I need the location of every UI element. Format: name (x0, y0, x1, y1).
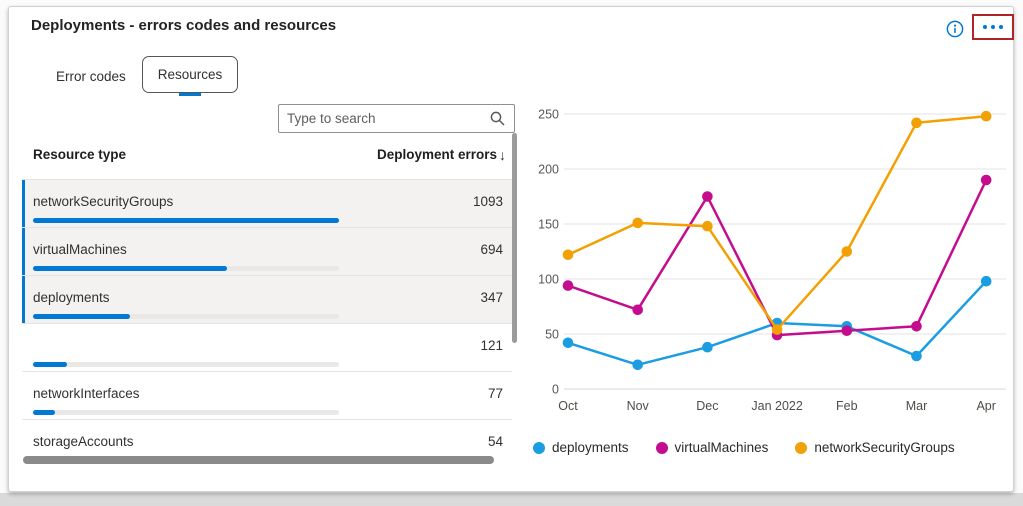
resource-value: 54 (487, 434, 503, 449)
highlight-box (972, 14, 1014, 40)
data-point-networkSecurityGroups[interactable] (980, 110, 992, 122)
table-row[interactable]: networkInterfaces 77 (22, 371, 512, 419)
data-point-networkSecurityGroups[interactable] (841, 246, 853, 257)
search-box (278, 104, 515, 133)
y-tick-label: 250 (538, 108, 559, 122)
column-resource-type[interactable]: Resource type (33, 147, 127, 162)
data-point-deployments[interactable] (911, 350, 922, 362)
data-point-virtualMachines[interactable] (980, 174, 992, 186)
tab-error-codes[interactable]: Error codes (56, 69, 126, 84)
resource-value: 694 (480, 242, 503, 257)
y-tick-label: 200 (538, 163, 559, 177)
data-point-virtualMachines[interactable] (702, 191, 713, 202)
legend-dot-icon (655, 441, 668, 454)
y-tick-label: 100 (538, 273, 559, 287)
value-bar-fill (33, 361, 67, 367)
selected-tab-indicator (179, 93, 201, 96)
legend-item-virtualMachines[interactable]: virtualMachines (655, 440, 769, 455)
resource-value: 121 (480, 338, 503, 353)
value-bar-track (33, 217, 339, 223)
x-tick-label: Dec (696, 399, 718, 413)
resource-name: networkInterfaces (33, 386, 140, 401)
data-point-networkSecurityGroups[interactable] (632, 217, 643, 229)
legend-dot-icon (533, 441, 545, 454)
search-input[interactable] (287, 111, 489, 126)
resource-name: storageAccounts (33, 434, 134, 449)
legend-item-deployments[interactable]: deployments (533, 440, 629, 455)
x-tick-label: Apr (976, 399, 995, 413)
resource-table-rows: networkSecurityGroups 1093 virtualMachines… (22, 179, 512, 467)
data-point-virtualMachines[interactable] (562, 280, 574, 291)
series-line-virtualMachines (566, 178, 988, 337)
horizontal-scrollbar-thumb[interactable] (23, 456, 494, 464)
x-tick-label: Mar (906, 399, 928, 413)
table-row[interactable]: deployments 347 (22, 275, 512, 323)
data-point-networkSecurityGroups[interactable] (911, 117, 922, 129)
data-point-networkSecurityGroups[interactable] (562, 249, 574, 261)
series-line-networkSecurityGroups (566, 114, 988, 331)
y-tick-label: 0 (552, 383, 559, 397)
value-bar-fill (33, 409, 55, 415)
resource-name: networkSecurityGroups (33, 194, 174, 209)
x-tick-label: Feb (836, 399, 858, 413)
data-point-deployments[interactable] (562, 337, 574, 349)
resource-value: 347 (480, 290, 503, 305)
x-tick-label: Nov (627, 399, 650, 413)
vertical-scrollbar-thumb[interactable] (512, 133, 517, 343)
deployments-widget-card: Deployments - errors codes and resources… (8, 6, 1014, 492)
table-row[interactable]: networkSecurityGroups 1093 (22, 179, 512, 227)
value-bar-fill (33, 313, 131, 319)
data-point-deployments[interactable] (632, 359, 643, 371)
y-tick-label: 50 (545, 328, 559, 342)
sort-descending-icon: ↓ (499, 147, 506, 163)
info-circle-icon (946, 20, 964, 38)
resource-value: 1093 (472, 194, 503, 209)
y-tick-label: 150 (538, 218, 559, 232)
table-row[interactable]: virtualMachines 694 (22, 227, 512, 275)
legend-dot-icon (795, 441, 808, 454)
value-bar-track (33, 313, 339, 319)
data-point-virtualMachines[interactable] (841, 325, 853, 336)
data-point-virtualMachines[interactable] (632, 304, 643, 316)
line-chart: 0 50 100 150 200 250 Oct Nov Dec Jan 2022 Feb Mar Ap… (538, 108, 1006, 413)
x-tick-label: Jan 2022 (751, 399, 802, 413)
resource-name: deployments (33, 290, 110, 305)
legend-label: deployments (552, 440, 629, 455)
data-point-virtualMachines[interactable] (911, 321, 922, 332)
more-ellipsis-icon[interactable] (979, 21, 1007, 33)
x-tick-label: Oct (558, 399, 578, 413)
data-point-networkSecurityGroups[interactable] (702, 220, 713, 232)
page-title: Deployments - errors codes and resources (31, 17, 337, 34)
resource-name: virtualMachines (33, 242, 127, 257)
data-point-deployments[interactable] (702, 341, 713, 353)
table-row[interactable]: 121 (22, 323, 512, 371)
column-deployment-errors[interactable]: Deployment errors ↓ (376, 147, 506, 163)
value-bar-track (33, 265, 339, 271)
chart-legend: deployments virtualMachines networkSecurit… (533, 440, 955, 455)
legend-label: virtualMachines (674, 440, 769, 455)
tab-resources[interactable]: Resources (142, 56, 238, 93)
value-bar-track (33, 409, 339, 415)
info-icon[interactable] (945, 19, 965, 39)
data-point-deployments[interactable] (980, 275, 992, 287)
value-bar-track (33, 361, 339, 367)
search-icon (490, 111, 505, 126)
resource-value: 77 (487, 386, 503, 401)
table-header: Resource type Deployment errors ↓ (33, 147, 506, 163)
legend-item-networkSecurityGroups[interactable]: networkSecurityGroups (795, 440, 955, 455)
value-bar-fill (33, 217, 339, 223)
value-bar-fill (33, 265, 228, 271)
data-point-networkSecurityGroups[interactable] (771, 324, 783, 335)
legend-label: networkSecurityGroups (814, 440, 955, 455)
page-background-strip (0, 493, 1023, 506)
